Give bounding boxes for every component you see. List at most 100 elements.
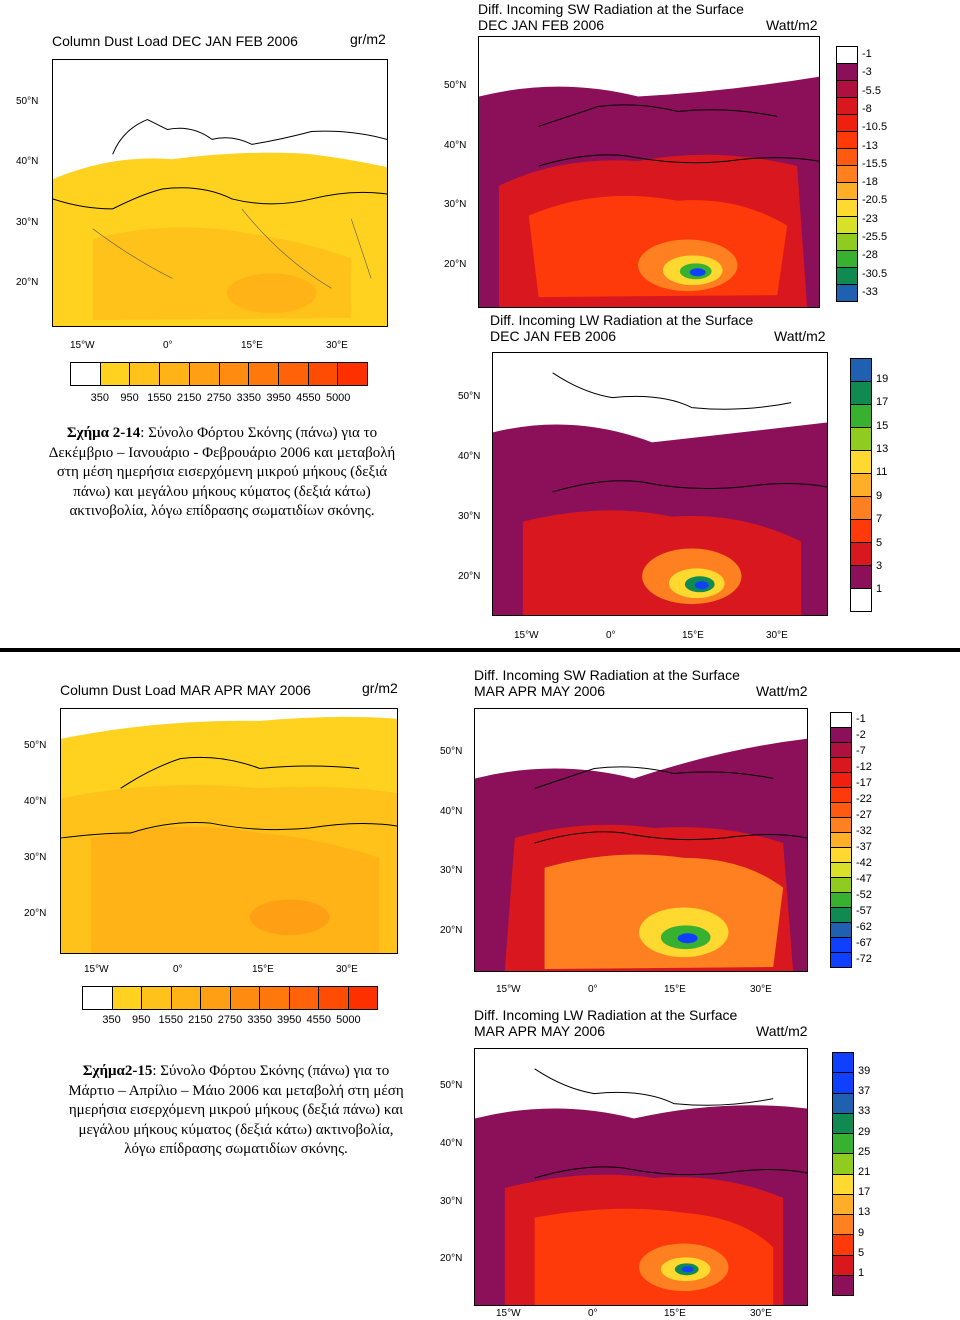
colorbar-tick-label: -27 <box>856 809 872 821</box>
colorbar-swatch <box>851 520 871 543</box>
colorbar-tick-label: 4550 <box>296 392 321 404</box>
colorbar-tick-label: -10.5 <box>862 121 888 134</box>
lon-label: 30°E <box>766 630 788 641</box>
colorbar-swatch <box>837 234 857 251</box>
colorbar-tick-label: -23 <box>862 212 878 225</box>
figure-divider <box>0 648 960 652</box>
colorbar-swatch <box>831 923 851 938</box>
colorbar-tick-label: -8 <box>862 103 872 115</box>
colorbar-swatch <box>319 987 349 1009</box>
colorbar-tick-label: 5 <box>876 536 883 549</box>
colorbar-swatch <box>851 474 871 497</box>
lat-label: 30°N <box>440 865 463 876</box>
lat-label: 40°N <box>24 796 47 807</box>
colorbar-swatch <box>219 363 250 385</box>
colorbar-tick-label: 11 <box>876 466 888 479</box>
colorbar-tick-label: -22 <box>856 793 872 805</box>
lat-label: 20°N <box>458 571 481 582</box>
colorbar-tick-label: -37 <box>856 841 872 853</box>
colorbar-tick-label: -15.5 <box>862 157 888 170</box>
lon-label: 15°W <box>514 630 539 641</box>
colorbar-swatch <box>837 166 857 183</box>
fig1-lw-colorbar-labels: 19 17 15 13 11 9 7 5 3 1 <box>876 368 916 602</box>
fig2-sw-title: Diff. Incoming SW Radiation at the Surfa… <box>474 667 740 683</box>
fig1-lw-unit: Watt/m2 <box>774 328 826 344</box>
fig2-dust-colorbar-labels: 350 950 1550 2150 2750 3350 3950 4550 5000 <box>82 1014 378 1028</box>
colorbar-tick-label: -33 <box>862 285 878 298</box>
colorbar-tick-label: 15 <box>876 419 889 432</box>
colorbar-swatch <box>837 64 857 81</box>
lat-label: 30°N <box>16 217 39 228</box>
colorbar-tick-label: 1550 <box>147 392 172 404</box>
colorbar-swatch <box>831 773 851 788</box>
colorbar-tick-label: -25.5 <box>862 231 888 243</box>
colorbar-swatch <box>130 363 161 385</box>
lat-label: 30°N <box>24 852 47 863</box>
colorbar-swatch <box>831 893 851 908</box>
colorbar-tick-label: 3350 <box>247 1014 272 1026</box>
colorbar-swatch <box>837 81 857 98</box>
fig2-lw-map <box>474 1048 808 1306</box>
fig1-sw-unit: Watt/m2 <box>766 17 818 33</box>
lon-label: 0° <box>588 984 598 995</box>
colorbar-swatch <box>837 98 857 115</box>
colorbar-swatch <box>831 758 851 773</box>
colorbar-tick-label: -13 <box>862 139 878 152</box>
fig1-dust-colorbar <box>70 362 368 386</box>
colorbar-tick-label: 950 <box>120 392 139 404</box>
colorbar-tick-label: 19 <box>876 372 889 385</box>
lon-label: 15°E <box>664 984 686 995</box>
colorbar-swatch <box>831 818 851 833</box>
fig2-sw-unit: Watt/m2 <box>756 683 808 699</box>
colorbar-swatch <box>851 566 871 589</box>
colorbar-tick-label: 9 <box>858 1226 865 1239</box>
colorbar-tick-label: 2750 <box>217 1014 243 1026</box>
colorbar-tick-label: 350 <box>90 392 109 404</box>
colorbar-tick-label: 3950 <box>276 1014 302 1026</box>
fig1-lw-colorbar <box>850 358 872 612</box>
colorbar-swatch <box>348 987 377 1009</box>
lat-label: 40°N <box>440 1138 463 1149</box>
lat-label: 20°N <box>444 259 467 270</box>
colorbar-swatch <box>831 908 851 923</box>
lat-label: 20°N <box>440 925 463 936</box>
colorbar-swatch <box>851 382 871 405</box>
colorbar-tick-label: 1 <box>876 583 883 596</box>
lon-label: 15°E <box>241 340 263 351</box>
colorbar-tick-label: -18 <box>862 176 878 189</box>
lat-label: 20°N <box>24 908 47 919</box>
fig1-dust-unit: gr/m2 <box>350 31 386 47</box>
colorbar-tick-label: -1 <box>856 713 866 725</box>
colorbar-tick-label: -42 <box>856 857 872 869</box>
lon-label: 30°E <box>750 1308 772 1319</box>
colorbar-swatch <box>837 200 857 217</box>
lon-label: 15°W <box>70 340 95 351</box>
lat-label: 20°N <box>16 277 39 288</box>
colorbar-swatch <box>831 878 851 893</box>
colorbar-swatch <box>837 285 857 301</box>
lat-label: 50°N <box>24 740 47 751</box>
colorbar-tick-label: 29 <box>858 1125 871 1138</box>
colorbar-swatch <box>308 363 339 385</box>
colorbar-tick-label: -20.5 <box>862 194 888 207</box>
lon-label: 15°W <box>496 984 521 995</box>
colorbar-tick-label: 17 <box>858 1186 871 1199</box>
colorbar-swatch <box>833 1113 853 1134</box>
lon-label: 15°E <box>252 964 274 975</box>
lon-label: 30°E <box>326 340 348 351</box>
fig1-dust-colorbar-labels: 350 950 1550 2150 2750 3350 3950 4550 5000 <box>70 392 368 406</box>
lon-label: 15°E <box>682 630 704 641</box>
colorbar-tick-label: -72 <box>856 953 872 965</box>
colorbar-tick-label: -12 <box>856 761 872 773</box>
colorbar-tick-label: -28 <box>862 249 878 262</box>
colorbar-swatch <box>230 987 260 1009</box>
colorbar-swatch <box>278 363 309 385</box>
colorbar-tick-label: 3 <box>876 559 883 572</box>
lat-label: 30°N <box>458 511 481 522</box>
colorbar-tick-label: -5.5 <box>862 84 881 97</box>
colorbar-swatch <box>831 938 851 953</box>
colorbar-swatch <box>837 183 857 200</box>
colorbar-tick-label: 13 <box>876 442 889 455</box>
lon-label: 0° <box>588 1308 598 1319</box>
fig2-lw-colorbar-labels: 39 37 33 29 25 21 17 13 9 5 1 <box>858 1062 898 1284</box>
